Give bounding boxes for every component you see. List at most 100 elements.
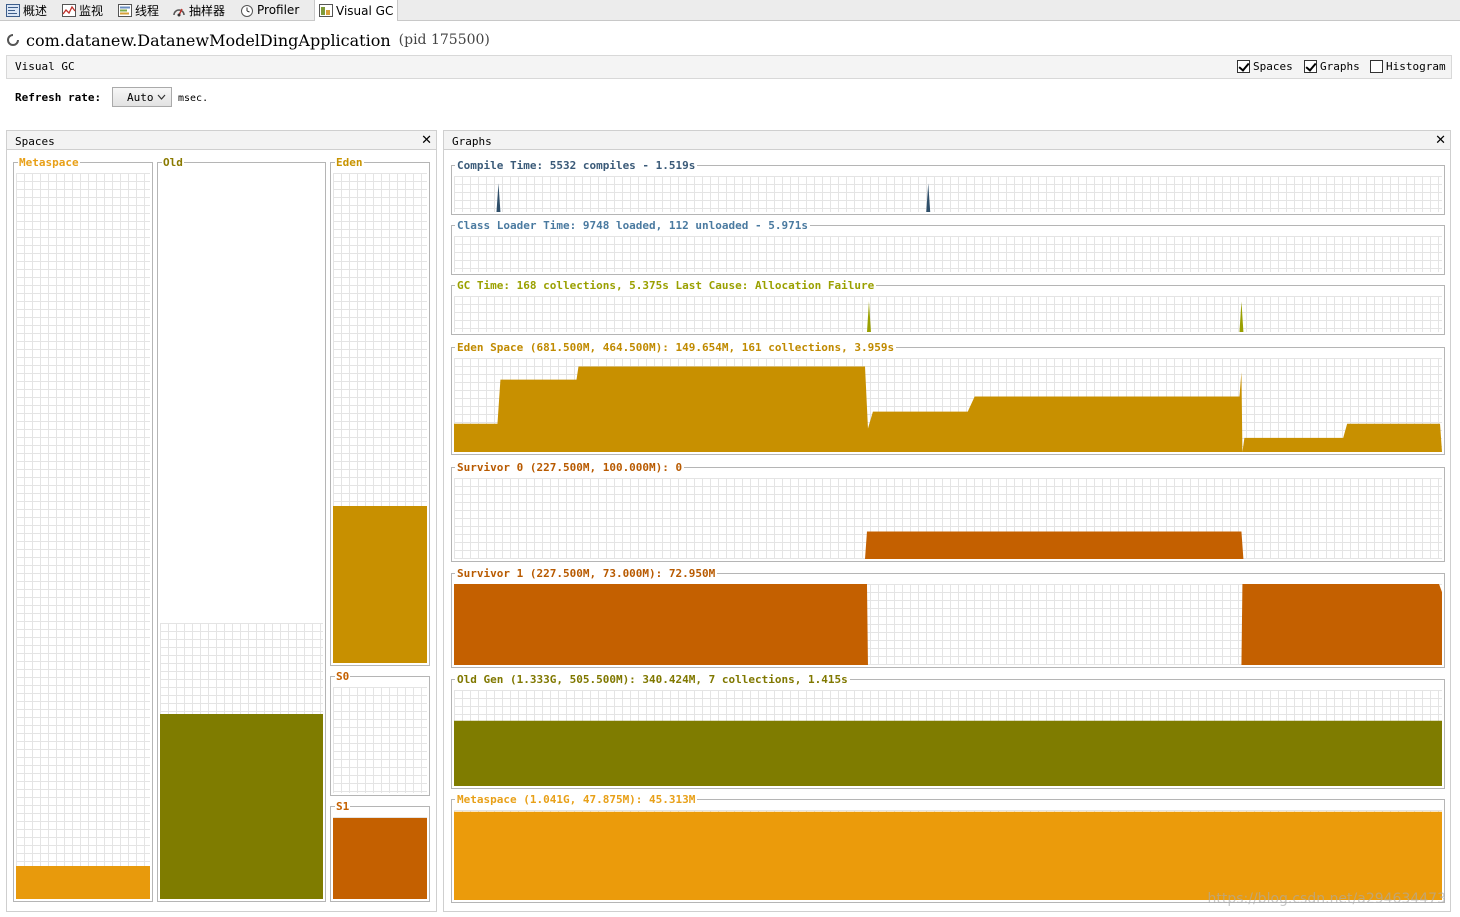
graph-area <box>454 296 1442 332</box>
graph-area <box>454 236 1442 272</box>
tab-label: 监视 <box>79 3 104 18</box>
space-label: Old <box>162 156 184 169</box>
threads-icon <box>118 3 132 17</box>
graphs-checkbox[interactable]: Graphs <box>1304 60 1360 73</box>
monitor-icon <box>62 3 76 17</box>
space-label: Eden <box>335 156 364 169</box>
graphs-panel: Compile Time: 5532 compiles - 1.519s Cla… <box>443 150 1451 912</box>
space-label: Metaspace <box>18 156 80 169</box>
overview-icon <box>6 3 20 17</box>
graph-survivor-0: Survivor 0 (227.500M, 100.000M): 0 <box>451 461 1445 562</box>
graph-eden-space: Eden Space (681.500M, 464.500M): 149.654… <box>451 341 1445 455</box>
spaces-checkbox[interactable]: Spaces <box>1237 60 1293 73</box>
space-old: Old <box>157 156 326 902</box>
visual-gc-title: Visual GC <box>15 60 75 73</box>
space-metaspace: Metaspace <box>13 156 153 902</box>
checkbox-unchecked-icon <box>1370 60 1383 73</box>
graph-label: Compile Time: 5532 compiles - 1.519s <box>455 159 698 172</box>
tab-label: Visual GC <box>336 3 394 18</box>
graph-svg <box>454 811 1442 900</box>
checkbox-checked-icon <box>1237 60 1250 73</box>
graph-old-gen: Old Gen (1.333G, 505.500M): 340.424M, 7 … <box>451 673 1445 789</box>
graph-svg <box>454 366 1442 452</box>
checkbox-label: Graphs <box>1320 60 1360 73</box>
tab-label: 抽样器 <box>189 3 226 18</box>
graph-series-area <box>454 584 1442 665</box>
graph-area <box>454 690 1442 786</box>
tab-overview[interactable]: 概述 <box>6 0 47 20</box>
tab-profiler[interactable]: Profiler <box>240 0 299 20</box>
space-eden: Eden <box>330 156 430 666</box>
app-name: com.datanew.DatanewModelDingApplication <box>26 30 391 50</box>
space-label: S0 <box>335 670 351 683</box>
graph-svg <box>454 531 1442 559</box>
graph-label: Old Gen (1.333G, 505.500M): 340.424M, 7 … <box>455 673 850 686</box>
graph-series-area <box>454 531 1442 559</box>
graph-label: Metaspace (1.041G, 47.875M): 45.313M <box>455 793 698 806</box>
refresh-rate-value: Auto <box>127 90 154 104</box>
spaces-panel: Metaspace Old Eden S0 S1 <box>6 150 437 912</box>
graph-spike <box>866 301 871 332</box>
graph-class-loader-time: Class Loader Time: 9748 loaded, 112 unlo… <box>451 219 1445 275</box>
graphs-panel-title: Graphs <box>452 135 492 148</box>
space-s0: S0 <box>330 670 430 796</box>
watermark: https://blog.csdn.net/a294634473 <box>1207 891 1447 907</box>
graph-survivor-1: Survivor 1 (227.500M, 73.000M): 72.950M <box>451 567 1445 668</box>
sampler-icon <box>172 4 186 17</box>
tab-label: Profiler <box>257 3 300 17</box>
tab-visual-gc[interactable]: Visual GC <box>314 0 399 21</box>
graphs-panel-header: Graphs ✕ <box>443 130 1451 150</box>
graph-svg <box>496 183 931 212</box>
graph-spike <box>496 183 501 212</box>
checkbox-label: Spaces <box>1253 60 1293 73</box>
graph-svg <box>866 301 1244 332</box>
tab-threads[interactable]: 线程 <box>118 0 159 20</box>
stopwatch-icon <box>240 4 254 17</box>
app-title-row: com.datanew.DatanewModelDingApplication … <box>6 29 490 51</box>
histogram-checkbox[interactable]: Histogram <box>1370 60 1446 73</box>
refresh-spinner-icon <box>7 34 19 46</box>
graph-spike <box>1239 301 1244 332</box>
graph-label: Survivor 1 (227.500M, 73.000M): 72.950M <box>455 567 718 580</box>
graph-label: Class Loader Time: 9748 loaded, 112 unlo… <box>455 219 810 232</box>
app-pid: (pid 175500) <box>398 32 490 48</box>
refresh-rate-unit: msec. <box>178 93 209 104</box>
spaces-panel-title: Spaces <box>15 135 55 148</box>
spaces-panel-header: Spaces ✕ <box>6 130 437 150</box>
refresh-rate-select[interactable]: Auto <box>112 87 172 107</box>
graph-series-area <box>454 720 1442 786</box>
space-label: S1 <box>335 800 351 813</box>
visual-gc-icon <box>319 4 333 17</box>
space-grid <box>333 687 427 793</box>
space-fill <box>333 506 427 663</box>
graph-compile-time: Compile Time: 5532 compiles - 1.519s <box>451 159 1445 215</box>
space-grid <box>16 173 150 899</box>
graph-label: Survivor 0 (227.500M, 100.000M): 0 <box>455 461 685 474</box>
space-fill <box>333 818 427 899</box>
graph-svg <box>454 584 1442 665</box>
tab-sampler[interactable]: 抽样器 <box>172 0 225 20</box>
graph-area <box>454 478 1442 559</box>
graph-gc-time: GC Time: 168 collections, 5.375s Last Ca… <box>451 279 1445 335</box>
graph-label: Eden Space (681.500M, 464.500M): 149.654… <box>455 341 897 354</box>
graph-area <box>454 584 1442 665</box>
graph-area <box>454 810 1442 900</box>
chevron-down-icon <box>157 94 166 100</box>
graph-svg <box>454 720 1442 786</box>
close-icon[interactable]: ✕ <box>421 133 432 148</box>
graph-area <box>454 358 1442 452</box>
graph-metaspace: Metaspace (1.041G, 47.875M): 45.313M <box>451 793 1445 903</box>
space-fill <box>160 714 323 899</box>
refresh-rate-label: Refresh rate: <box>15 91 102 104</box>
tab-monitor[interactable]: 监视 <box>62 0 103 20</box>
graph-area <box>454 176 1442 212</box>
close-icon[interactable]: ✕ <box>1435 133 1446 148</box>
checkbox-checked-icon <box>1304 60 1317 73</box>
graph-label: GC Time: 168 collections, 5.375s Last Ca… <box>455 279 877 292</box>
space-fill <box>16 866 150 899</box>
space-s1: S1 <box>330 800 430 902</box>
tab-label: 概述 <box>23 3 48 18</box>
tab-label: 线程 <box>135 3 160 18</box>
checkbox-label: Histogram <box>1386 60 1446 73</box>
graph-series-area <box>454 366 1442 452</box>
